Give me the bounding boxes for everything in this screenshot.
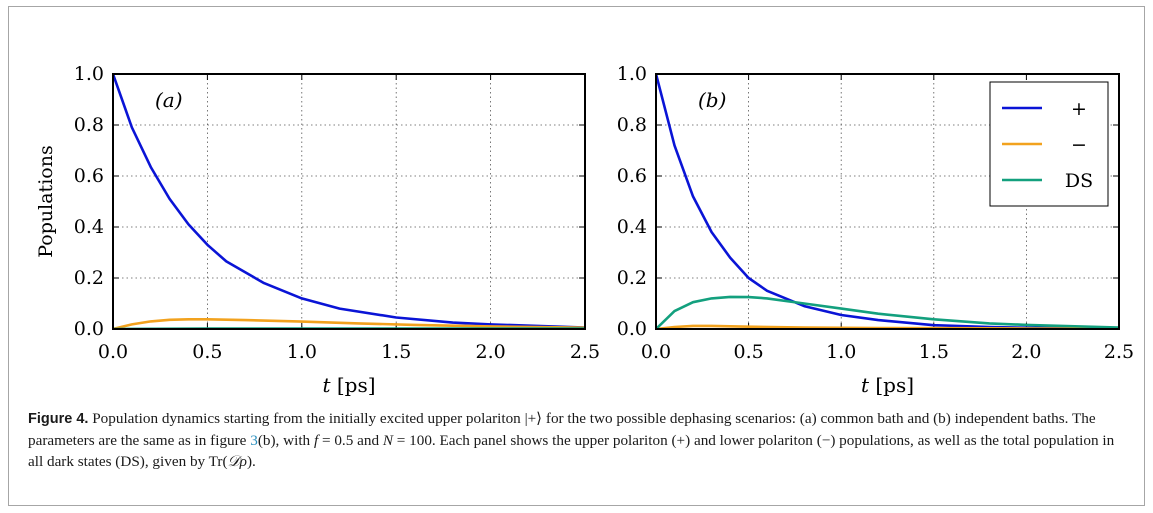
y-tick-label: 0.4 [617,216,647,238]
caption-text-2: (b), with [257,432,314,449]
legend-label: + [1071,98,1087,120]
y-axis-label: Populations [35,145,57,257]
series-line-plus [656,73,1119,329]
legend-label: DS [1065,170,1093,192]
y-tick-label: 0.0 [74,318,104,340]
figure-frame [8,6,1145,506]
figure-charts: 0.0 0.5 1.0 1.5 2.0 2.5 0.0 0.2 0.4 0.6 0.8 1.0 (a) t… [35,63,1134,397]
y-tick-label: 0.8 [617,114,647,136]
caption-d-symbol: 𝒟ρ [227,453,247,470]
x-tick-label: 2.5 [1104,341,1134,363]
x-tick-label: 1.5 [919,341,949,363]
x-tick-label: 2.5 [570,341,600,363]
caption-f-value: = 0.5 and [318,432,383,449]
figure-caption: Figure 4. Population dynamics starting f… [28,408,1128,472]
y-tick-label: 0.2 [74,267,104,289]
series-line-ds [656,295,1119,329]
legend-label: − [1071,134,1087,156]
y-tick-label: 1.0 [617,63,647,85]
y-tick-label: 1.0 [74,63,104,85]
panel-label: (a) [155,88,183,112]
caption-text-1: Population dynamics starting from the in… [28,410,1096,449]
x-tick-label: 0.0 [641,341,671,363]
x-tick-label: 2.0 [475,341,505,363]
caption-text-end: ). [246,453,256,470]
y-tick-label: 0.2 [617,267,647,289]
x-tick-label: 1.0 [826,341,856,363]
y-tick-label: 0.6 [74,165,104,187]
chart-legend: + − DS [989,81,1109,207]
x-axis-label: t [ps] [861,373,914,397]
caption-text-3: = 100. Each panel shows the upper polari… [28,432,1115,470]
x-tick-label: 1.5 [381,341,411,363]
panel-label: (b) [698,88,726,112]
caption-figure-ref[interactable]: 3 [250,432,258,449]
y-tick-label: 0.0 [617,318,647,340]
x-tick-label: 0.0 [98,341,128,363]
chart-panel-1: 0.0 0.5 1.0 1.5 2.0 2.5 0.0 0.2 0.4 0.6 0.8 1.0 (a) t… [35,63,600,397]
plot-frame [112,73,586,330]
x-axis-label: t [ps] [322,373,375,397]
x-tick-label: 2.0 [1011,341,1041,363]
y-tick-label: 0.8 [74,114,104,136]
x-tick-label: 1.0 [287,341,317,363]
y-tick-label: 0.6 [617,165,647,187]
chart-panel-2: 0.0 0.5 1.0 1.5 2.0 2.5 0.0 0.2 0.4 0.6 0.8 1.0 (b) t… [617,63,1134,397]
caption-label: Figure 4. [28,411,89,427]
caption-n-symbol: N [382,432,393,449]
y-tick-label: 0.4 [74,216,104,238]
series-line-plus [113,73,585,329]
plot-frame [655,73,1120,330]
x-tick-label: 0.5 [733,341,763,363]
caption-f-symbol: f [313,432,319,449]
x-tick-label: 0.5 [192,341,222,363]
series-line-minus [113,317,585,329]
